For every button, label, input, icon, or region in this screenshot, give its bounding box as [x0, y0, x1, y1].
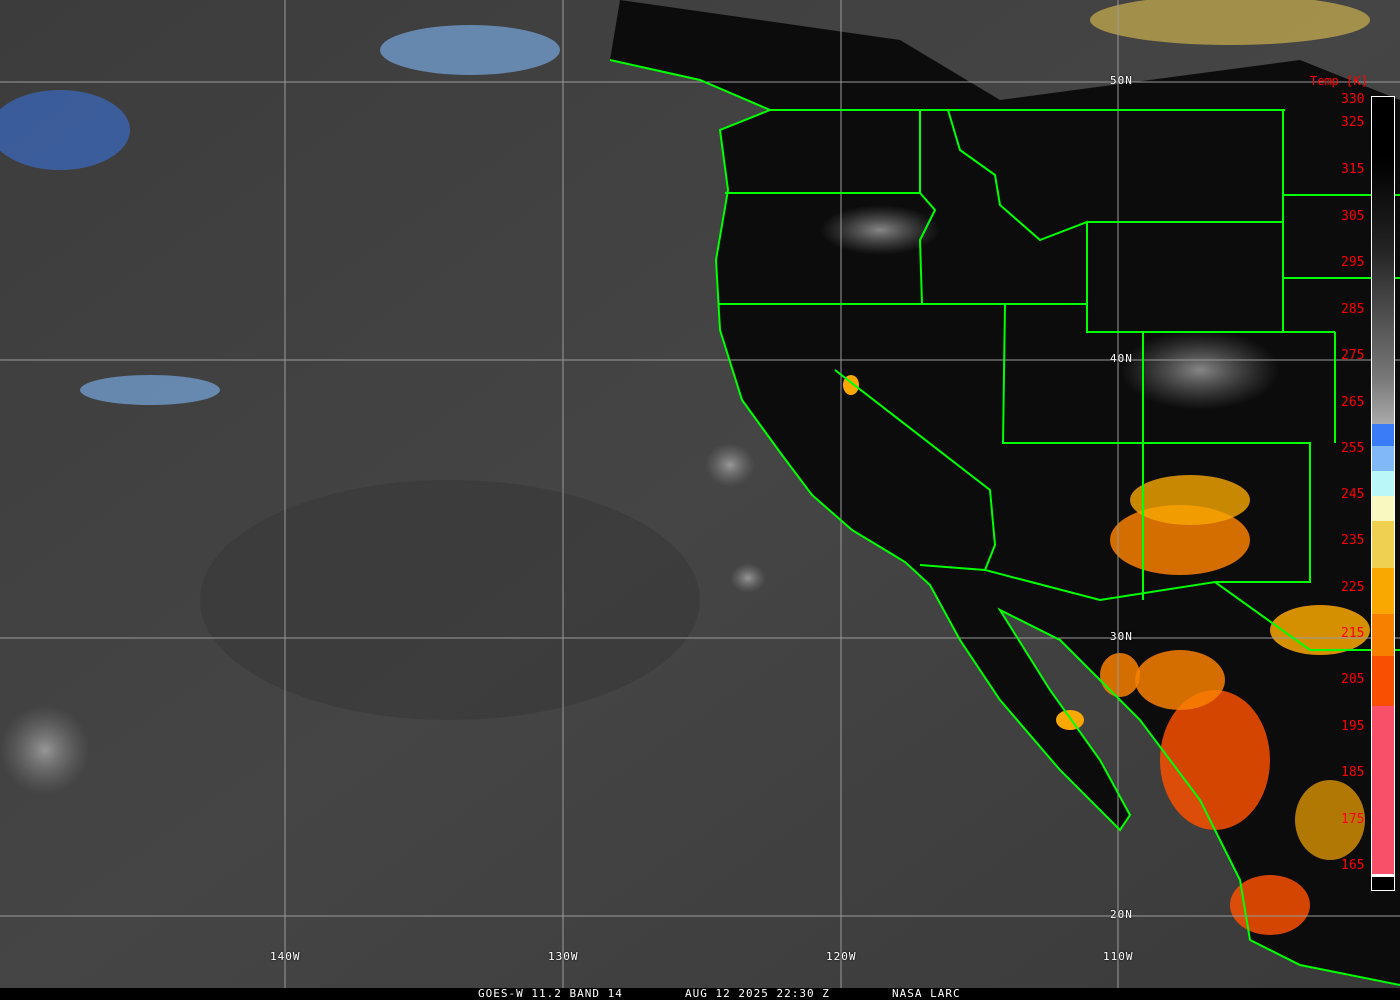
lat-label-40n: 40N	[1110, 352, 1133, 365]
colorbar-tick-label: 330	[1341, 92, 1365, 107]
colorbar-tick-label: 205	[1341, 672, 1365, 687]
colorbar-tick-label: 265	[1341, 395, 1365, 410]
colorbar-tick-label: 185	[1341, 765, 1365, 780]
colorbar-tick-label: 305	[1341, 209, 1365, 224]
lat-label-50n: 50N	[1110, 74, 1133, 87]
coastline	[609, 59, 1400, 986]
colorbar-tick-label: 245	[1341, 487, 1365, 502]
colorbar-title: Temp [K]	[1310, 74, 1368, 88]
lon-label-120w: 120W	[826, 950, 857, 963]
lon-label-130w: 130W	[548, 950, 579, 963]
colorbar-tick-label: 315	[1341, 162, 1365, 177]
colorbar-tick-label: 195	[1341, 719, 1365, 734]
colorbar-tick-label: 235	[1341, 533, 1365, 548]
image-caption: GOES-W 11.2 BAND 14 AUG 12 2025 22:30 Z …	[0, 988, 1400, 1000]
caption-satellite: GOES-W 11.2 BAND 14	[478, 987, 623, 1000]
caption-datetime: AUG 12 2025 22:30 Z	[685, 987, 830, 1000]
colorbar-tick-label: 175	[1341, 812, 1365, 827]
colorbar-tick-label: 165	[1341, 858, 1365, 873]
lon-label-140w: 140W	[270, 950, 301, 963]
colorbar-tick-label: 225	[1341, 580, 1365, 595]
colorbar-tick-label: 255	[1341, 441, 1365, 456]
lon-label-110w: 110W	[1103, 950, 1134, 963]
state-borders	[718, 109, 1400, 651]
colorbar-tick-label: 215	[1341, 626, 1365, 641]
lat-label-20n: 20N	[1110, 908, 1133, 921]
cloud-features	[0, 0, 1370, 935]
colorbar-tick-label: 275	[1341, 348, 1365, 363]
colorbar-tick-label: 285	[1341, 302, 1365, 317]
colorbar-tick-label: 325	[1341, 115, 1365, 130]
political-boundaries	[609, 59, 1400, 986]
caption-source: NASA LARC	[892, 987, 961, 1000]
temperature-colorbar	[1371, 96, 1395, 891]
colorbar-tick-label: 295	[1341, 255, 1365, 270]
lat-label-30n: 30N	[1110, 630, 1133, 643]
